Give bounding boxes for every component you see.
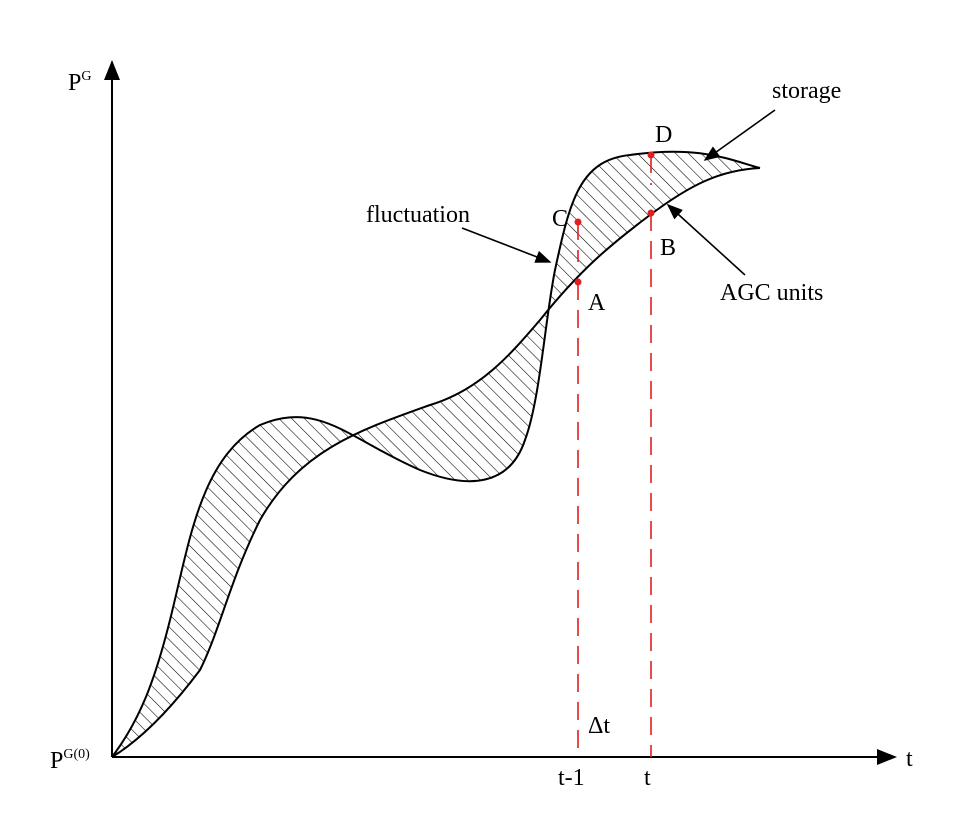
storage-hatched-region	[112, 151, 760, 757]
point-b-marker	[647, 209, 655, 217]
tick-label-t-minus-1: t-1	[558, 765, 585, 791]
agc-units-label: AGC units	[720, 280, 823, 306]
point-b-label: B	[660, 235, 676, 261]
fluctuation-label: fluctuation	[366, 202, 470, 228]
y-axis-label: PG	[68, 69, 91, 96]
storage-arrow	[703, 109, 776, 161]
delta-t-label: Δt	[588, 713, 610, 739]
fluctuation-arrow	[461, 227, 552, 263]
point-c-label: C	[552, 206, 568, 232]
storage-label: storage	[772, 78, 841, 104]
origin-label: PG(0)	[50, 747, 90, 774]
point-a-marker	[574, 278, 582, 286]
tick-label-t: t	[644, 765, 651, 791]
x-axis-label: t	[906, 746, 913, 772]
agc-units-arrow	[666, 203, 746, 276]
point-c-marker	[574, 218, 582, 226]
point-d-label: D	[655, 122, 672, 148]
point-a-label: A	[588, 290, 606, 316]
fluctuation-curve	[111, 150, 761, 758]
point-d-marker	[647, 151, 655, 159]
